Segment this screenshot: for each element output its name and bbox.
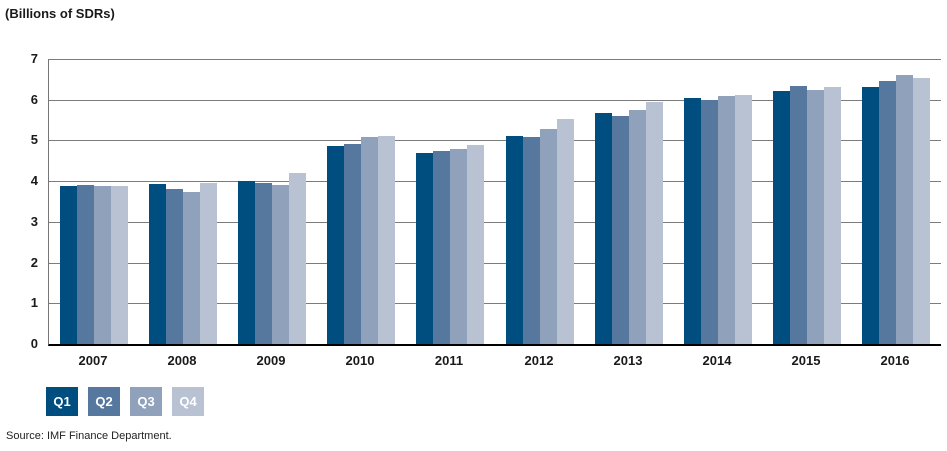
bar-2016-q3 [896, 75, 913, 344]
bar-2012-q4 [557, 119, 574, 344]
y-axis-label-4: 4 [30, 173, 38, 188]
chart-title: (Billions of SDRs) [5, 6, 115, 21]
bar-2015-q1 [773, 91, 790, 344]
bar-2014-q1 [684, 98, 701, 344]
bar-2008-q2 [166, 189, 183, 344]
bar-2013-q4 [646, 102, 663, 344]
y-axis-label-7: 7 [30, 51, 38, 66]
x-axis-label-2014: 2014 [702, 353, 732, 368]
gridline-6 [49, 99, 941, 101]
bar-2012-q1 [506, 136, 523, 344]
bar-group-2014 [684, 95, 752, 344]
bar-group-2007 [60, 185, 128, 344]
x-axis-label-2009: 2009 [256, 353, 286, 368]
y-axis-label-6: 6 [30, 92, 38, 107]
bar-2016-q1 [862, 87, 879, 344]
legend-label-q1: Q1 [53, 394, 71, 409]
bar-2009-q1 [238, 181, 255, 344]
bar-2009-q4 [289, 173, 306, 344]
bar-2008-q4 [200, 183, 217, 344]
source-note: Source: IMF Finance Department. [6, 430, 172, 442]
bar-group-2013 [595, 102, 663, 344]
gridline-2 [49, 262, 941, 264]
x-axis-label-2010: 2010 [345, 353, 375, 368]
bar-group-2011 [416, 145, 484, 344]
bar-group-2010 [327, 136, 395, 344]
gridline-4 [49, 181, 941, 183]
bar-2011-q4 [467, 145, 484, 344]
bar-2007-q4 [111, 186, 128, 344]
bar-2013-q2 [612, 116, 629, 344]
x-axis-label-2015: 2015 [791, 353, 821, 368]
bar-group-2016 [862, 75, 930, 344]
legend-item-q4: Q4 [172, 387, 204, 416]
gridline-5 [49, 140, 941, 142]
x-axis-label-2008: 2008 [167, 353, 197, 368]
bar-2008-q1 [149, 184, 166, 344]
y-axis-label-0: 0 [30, 336, 38, 351]
bar-2012-q2 [523, 137, 540, 344]
plot-area [48, 59, 941, 346]
y-axis-label-2: 2 [30, 255, 38, 270]
legend: Q1 Q2 Q3 Q4 [46, 387, 204, 416]
bar-2007-q2 [77, 185, 94, 344]
legend-item-q3: Q3 [130, 387, 162, 416]
bar-2008-q3 [183, 192, 200, 344]
bar-2013-q1 [595, 113, 612, 344]
bar-2013-q3 [629, 110, 646, 344]
legend-item-q1: Q1 [46, 387, 78, 416]
x-axis-label-2013: 2013 [613, 353, 643, 368]
bar-2007-q1 [60, 186, 77, 344]
y-axis-label-5: 5 [30, 132, 38, 147]
bar-2010-q1 [327, 146, 344, 344]
bar-2014-q3 [718, 96, 735, 344]
bar-group-2008 [149, 183, 217, 344]
x-axis-label-2016: 2016 [880, 353, 910, 368]
bar-2016-q2 [879, 81, 896, 344]
bar-2011-q1 [416, 153, 433, 344]
bar-2016-q4 [913, 78, 930, 344]
legend-label-q2: Q2 [95, 394, 113, 409]
bar-2014-q2 [701, 100, 718, 344]
gridline-3 [49, 221, 941, 223]
x-axis-label-2011: 2011 [434, 353, 464, 368]
bar-2015-q3 [807, 90, 824, 344]
bar-2012-q3 [540, 129, 557, 344]
bar-2011-q2 [433, 151, 450, 344]
bar-2010-q2 [344, 144, 361, 344]
x-axis-label-2012: 2012 [524, 353, 554, 368]
bar-2010-q4 [378, 136, 395, 344]
legend-label-q3: Q3 [137, 394, 155, 409]
bar-group-2012 [506, 119, 574, 344]
bar-2015-q2 [790, 86, 807, 344]
bar-2015-q4 [824, 87, 841, 344]
x-axis-label-2007: 2007 [78, 353, 108, 368]
bar-2010-q3 [361, 137, 378, 344]
y-axis-label-1: 1 [30, 295, 38, 310]
legend-label-q4: Q4 [179, 394, 197, 409]
bar-group-2009 [238, 173, 306, 344]
bar-group-2015 [773, 86, 841, 344]
gridline-1 [49, 303, 941, 305]
bar-2009-q2 [255, 183, 272, 344]
bar-2009-q3 [272, 185, 289, 344]
gridline-7 [49, 59, 941, 60]
legend-item-q2: Q2 [88, 387, 120, 416]
bar-2007-q3 [94, 186, 111, 344]
y-axis-label-3: 3 [30, 214, 38, 229]
bar-2011-q3 [450, 149, 467, 344]
bar-2014-q4 [735, 95, 752, 344]
